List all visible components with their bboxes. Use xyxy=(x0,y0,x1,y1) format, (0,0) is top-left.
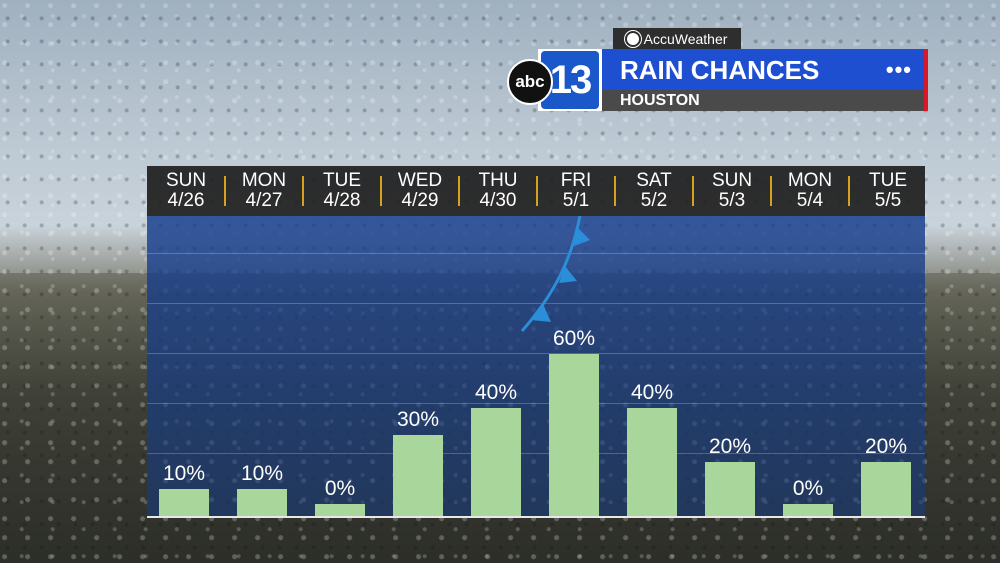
day-label: MON 4/27 xyxy=(225,166,303,216)
accuweather-tag: AccuWeather xyxy=(613,28,741,50)
bar-value-label: 10% xyxy=(240,462,284,485)
day-separator xyxy=(614,176,616,206)
bar-value-label: 0% xyxy=(792,477,824,500)
bar xyxy=(159,489,209,516)
day-name: TUE xyxy=(869,170,907,191)
bar-value-label: 10% xyxy=(162,462,206,485)
day-date: 4/26 xyxy=(167,190,205,211)
bar xyxy=(549,354,599,516)
bar xyxy=(393,435,443,516)
day-date: 5/4 xyxy=(796,190,824,211)
title-bar: RAIN CHANCES ••• xyxy=(602,49,928,90)
day-separator xyxy=(380,176,382,206)
day-label: TUE 5/5 xyxy=(849,166,927,216)
day-separator xyxy=(770,176,772,206)
day-separator xyxy=(458,176,460,206)
day-name: SAT xyxy=(636,170,672,191)
day-name: WED xyxy=(397,170,443,191)
network-logo: abc xyxy=(507,59,553,105)
day-date: 4/28 xyxy=(323,190,361,211)
day-date: 5/3 xyxy=(718,190,746,211)
gridline xyxy=(147,253,925,254)
day-name: MON xyxy=(241,170,287,191)
location-bar: HOUSTON xyxy=(602,90,928,111)
gridline xyxy=(147,303,925,304)
day-name: TUE xyxy=(323,170,361,191)
day-date: 5/1 xyxy=(562,190,590,211)
page-title: RAIN CHANCES xyxy=(620,55,820,85)
day-label: SUN 5/3 xyxy=(693,166,771,216)
bar-value-label: 30% xyxy=(396,408,440,431)
day-date: 5/2 xyxy=(640,190,668,211)
more-dots-icon: ••• xyxy=(885,57,912,82)
day-separator xyxy=(224,176,226,206)
bar-value-label: 40% xyxy=(630,381,674,404)
day-separator xyxy=(536,176,538,206)
gridline xyxy=(147,353,925,354)
day-label: THU 4/30 xyxy=(459,166,537,216)
bar xyxy=(315,504,365,516)
bar xyxy=(705,462,755,516)
bar xyxy=(861,462,911,516)
bar xyxy=(783,504,833,516)
day-label: MON 5/4 xyxy=(771,166,849,216)
day-label: TUE 4/28 xyxy=(303,166,381,216)
day-separator xyxy=(302,176,304,206)
day-name: MON xyxy=(787,170,833,191)
gridline xyxy=(147,403,925,404)
day-header-row: SUN 4/26 MON 4/27 TUE 4/28 WED 4/29 THU 4/30 FRI 5/… xyxy=(147,166,925,216)
rain-chance-chart: SUN 4/26 MON 4/27 TUE 4/28 WED 4/29 THU 4/30 FRI 5/… xyxy=(147,166,925,518)
day-name: THU xyxy=(478,170,518,191)
cold-front-icon xyxy=(520,216,590,332)
bar-value-label: 40% xyxy=(474,381,518,404)
day-date: 4/29 xyxy=(401,190,439,211)
day-separator xyxy=(692,176,694,206)
day-date: 5/5 xyxy=(874,190,902,211)
sun-icon xyxy=(626,33,639,45)
day-label: FRI 5/1 xyxy=(537,166,615,216)
day-name: SUN xyxy=(165,170,207,191)
station-logo: 13 xyxy=(541,51,599,109)
bar xyxy=(237,489,287,516)
chart-baseline xyxy=(147,516,925,518)
day-name: FRI xyxy=(560,170,592,191)
bar xyxy=(471,408,521,516)
day-date: 4/27 xyxy=(245,190,283,211)
bar-value-label: 20% xyxy=(864,435,908,458)
day-separator xyxy=(848,176,850,206)
day-label: WED 4/29 xyxy=(381,166,459,216)
bar xyxy=(627,408,677,516)
location-label: HOUSTON xyxy=(620,92,700,109)
day-date: 4/30 xyxy=(479,190,517,211)
provider-label: AccuWeather xyxy=(643,31,728,47)
bar-value-label: 0% xyxy=(324,477,356,500)
day-label: SAT 5/2 xyxy=(615,166,693,216)
day-name: SUN xyxy=(711,170,753,191)
bar-value-label: 20% xyxy=(708,435,752,458)
plot-area xyxy=(147,216,925,516)
gridline xyxy=(147,453,925,454)
day-label: SUN 4/26 xyxy=(147,166,225,216)
bar-value-label: 60% xyxy=(552,327,596,350)
